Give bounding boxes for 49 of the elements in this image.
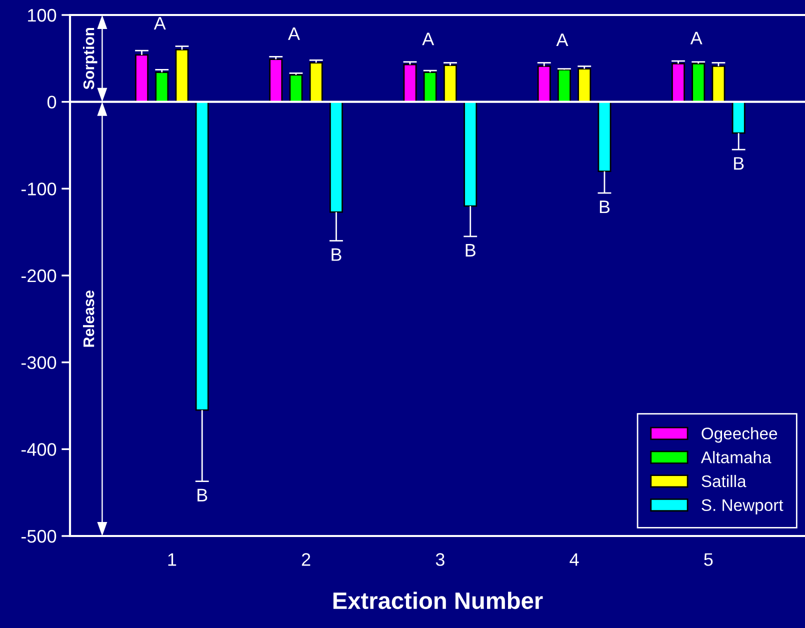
y-tick-label: -100 [21,182,56,196]
bar [732,101,746,134]
y-tick-label: -200 [21,269,56,282]
y-tick-label: -300 [21,356,56,370]
y-tick-label: 100 [28,8,56,22]
annotation: A [556,34,568,46]
bar [464,101,478,207]
x-tick-label: 3 [436,553,444,566]
annotation: A [154,17,166,30]
x-tick-label: 4 [570,553,579,566]
bar [423,72,437,103]
x-tick-label: 2 [302,553,310,566]
annotation: Sorption [83,28,98,90]
x-axis-title: Extraction Number [333,592,543,610]
bar [269,58,283,103]
annotation: A [288,27,300,40]
bar [578,68,592,103]
annotation: A [422,32,434,46]
annotation: A [690,32,702,44]
y-tick-label: -400 [21,443,56,456]
legend-label: Altamaha [700,451,772,464]
annotation: B [734,157,744,170]
bar [692,62,706,103]
bar [598,101,612,172]
bar [672,62,685,103]
bar [712,66,726,103]
x-tick-label: 1 [168,553,176,566]
bar [309,62,323,103]
bar [195,101,209,411]
bar [330,101,343,213]
annotation: B [466,244,476,256]
y-tick-label: 0 [47,96,56,109]
annotation: Release [83,290,94,347]
annotation: B [600,200,610,214]
bar [444,64,457,103]
legend-label: Ogeechee [702,427,778,443]
bar [558,69,571,103]
bar [403,64,417,103]
legend-label: S. Newport [702,499,784,514]
bar [175,49,189,103]
y-tick-label: -500 [21,530,56,543]
bar [135,54,148,103]
x-tick-label: 5 [704,553,713,566]
bar [155,72,169,103]
annotation: B [198,488,208,502]
annotation: B [332,248,342,261]
bar [289,74,303,103]
bar [537,66,551,103]
legend-label: Satilla [702,474,746,488]
